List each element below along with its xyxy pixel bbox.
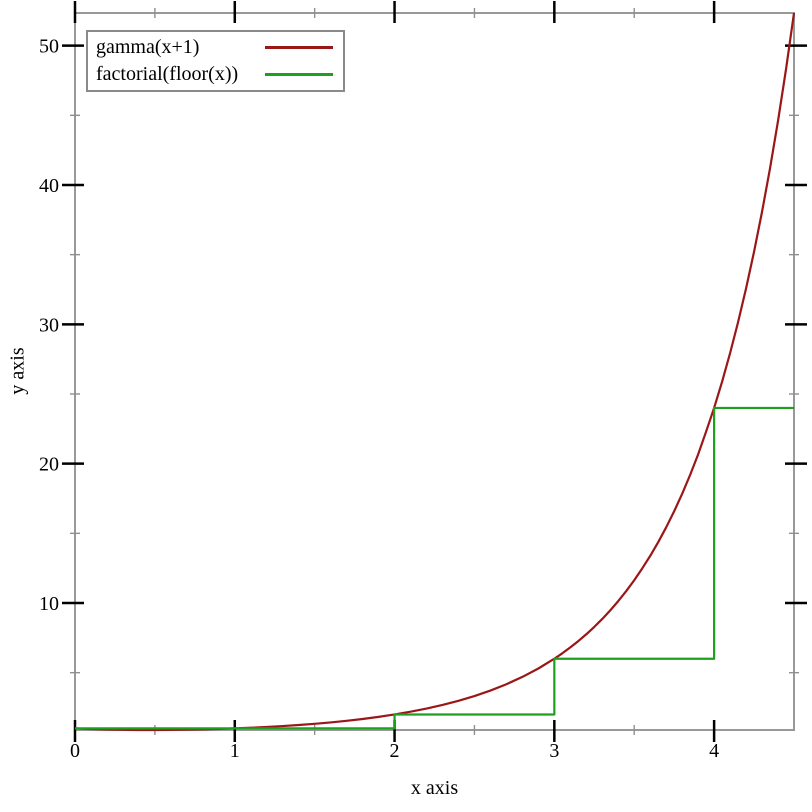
series-line-gamma: [74, 12, 796, 732]
series-line-factorial: [75, 406, 794, 730]
y-tick-label: 10: [39, 593, 59, 615]
legend-label-factorial: factorial(floor(x)): [96, 63, 239, 85]
y-tick-label: 50: [39, 36, 59, 58]
legend-entry-factorial: factorial(floor(x)): [96, 61, 333, 88]
plot-frame: [74, 12, 795, 731]
y-tick-label: 20: [39, 454, 59, 476]
x-tick-label: 2: [390, 740, 400, 762]
x-tick-label: 3: [549, 740, 559, 762]
y-tick-label: 40: [39, 175, 59, 197]
x-tick-label: 0: [70, 740, 80, 762]
x-tick-label: 4: [709, 740, 719, 762]
legend-line-swatch-gamma: [265, 46, 333, 49]
legend-entry-gamma: gamma(x+1): [96, 34, 333, 61]
legend-label-gamma: gamma(x+1): [96, 36, 200, 58]
legend: gamma(x+1) factorial(floor(x)): [86, 30, 345, 92]
legend-line-swatch-factorial: [265, 73, 333, 76]
x-axis-title: x axis: [410, 777, 459, 799]
y-tick-label: 30: [39, 314, 59, 336]
y-axis-title: y axis: [6, 347, 29, 395]
x-tick-label: 1: [230, 740, 240, 762]
